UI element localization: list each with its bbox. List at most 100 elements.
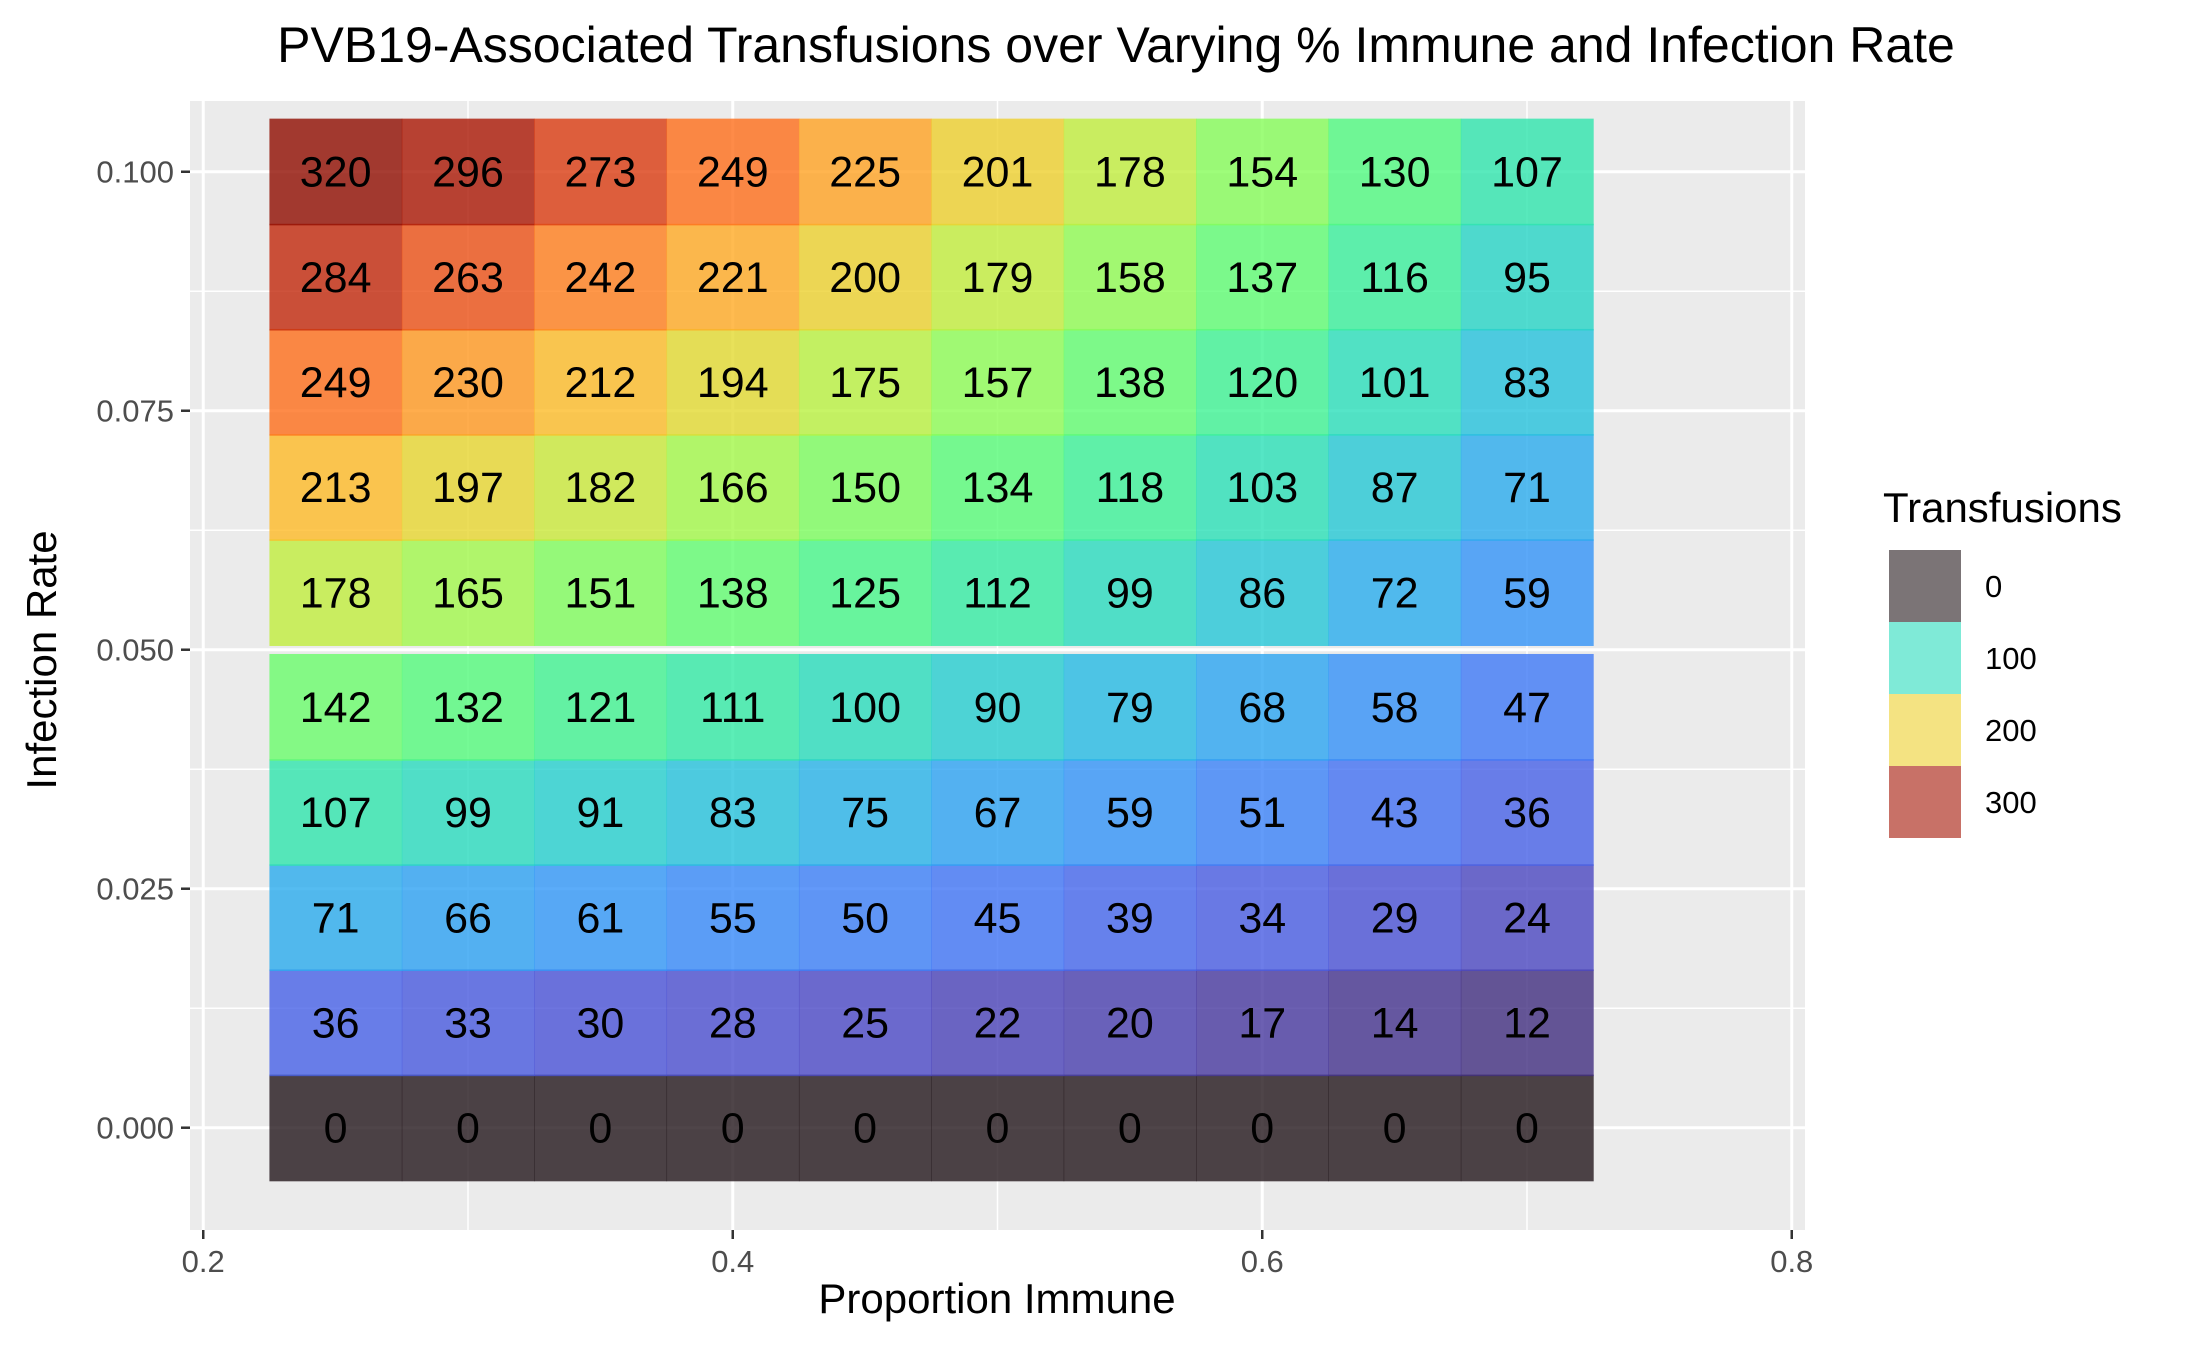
heatmap-cell	[931, 1074, 1065, 1182]
cell-value-label: 59	[1503, 569, 1551, 617]
cell-value-label: 118	[1096, 464, 1165, 512]
heatmap-cell	[1063, 539, 1197, 646]
cell-value-label: 213	[300, 464, 372, 512]
cell-value-label: 71	[1503, 464, 1551, 512]
cell-value-label: 34	[1238, 894, 1286, 942]
heatmap-cell	[1328, 653, 1462, 761]
cell-value-label: 150	[829, 464, 901, 512]
heatmap-cell	[1328, 1074, 1462, 1182]
heatmap-cell	[798, 1074, 932, 1182]
heatmap-cell	[401, 539, 535, 646]
heatmap-cell	[269, 969, 403, 1077]
cell-value-label: 43	[1371, 789, 1419, 837]
heatmap-cell	[401, 1074, 535, 1182]
heatmap-cell	[269, 328, 403, 436]
cell-value-label: 0	[1515, 1105, 1539, 1153]
heatmap-cell	[1460, 434, 1594, 541]
heatmap-cell	[534, 653, 668, 761]
heatmap-cell	[666, 969, 800, 1077]
heatmap-cell	[534, 539, 668, 646]
heatmap-cell	[931, 434, 1065, 541]
cell-value-label: 68	[1238, 684, 1286, 732]
heatmap-cell	[1328, 118, 1462, 226]
heatmap-cell	[666, 118, 800, 226]
heatmap-cell	[666, 223, 800, 331]
x-axis-title: Proportion Immune	[818, 1275, 1175, 1322]
heatmap-cell	[1196, 1074, 1329, 1182]
cell-value-label: 36	[1503, 789, 1551, 837]
cell-value-label: 30	[576, 1000, 624, 1048]
heatmap-cell	[1196, 969, 1329, 1077]
cell-value-label: 284	[300, 254, 372, 302]
heatmap-cell	[534, 223, 668, 331]
cell-value-label: 14	[1371, 1000, 1419, 1048]
cell-value-label: 165	[432, 569, 504, 617]
heatmap-cell	[1460, 328, 1594, 436]
cell-value-label: 83	[709, 789, 757, 837]
heatmap-cell	[1196, 539, 1329, 646]
cell-value-label: 151	[564, 569, 636, 617]
heatmap-cell	[931, 653, 1065, 761]
heatmap-cell	[666, 759, 800, 866]
heatmap-cell	[1460, 539, 1594, 646]
heatmap-cell	[1328, 223, 1462, 331]
cell-value-label: 99	[1106, 569, 1154, 617]
cell-value-label: 116	[1360, 254, 1429, 302]
cell-value-label: 166	[697, 464, 769, 512]
cell-value-label: 134	[962, 464, 1034, 512]
cell-value-label: 0	[986, 1105, 1010, 1153]
cell-value-label: 249	[697, 149, 769, 197]
cell-value-label: 75	[841, 789, 889, 837]
cell-value-label: 20	[1106, 1000, 1154, 1048]
heatmap-cell	[401, 118, 535, 226]
heatmap-cell	[1063, 118, 1197, 226]
heatmap-cell	[798, 118, 932, 226]
cell-value-label: 132	[432, 684, 504, 732]
legend-swatch	[1889, 694, 1961, 766]
legend-swatch	[1889, 766, 1961, 838]
cell-value-label: 103	[1226, 464, 1298, 512]
heatmap-cell	[798, 969, 932, 1077]
cell-value-label: 230	[432, 359, 504, 407]
legend-label: 300	[1985, 785, 2037, 820]
cell-value-label: 45	[974, 894, 1022, 942]
heatmap-cell	[666, 864, 800, 972]
cell-value-label: 61	[576, 894, 624, 942]
heatmap-cell	[666, 1074, 800, 1182]
y-axis-title: Infection Rate	[18, 530, 65, 789]
cell-value-label: 273	[564, 149, 636, 197]
heatmap-cell	[401, 223, 535, 331]
y-tick-label: 0.025	[96, 872, 174, 907]
cell-value-label: 154	[1226, 149, 1298, 197]
heatmap-cell	[534, 434, 668, 541]
heatmap-cell	[1460, 653, 1594, 761]
cell-value-label: 221	[697, 254, 769, 302]
cell-value-label: 100	[829, 684, 901, 732]
cell-value-label: 36	[312, 1000, 360, 1048]
y-axis: 0.000 0.025 0.050 0.075 0.100	[96, 155, 190, 1146]
cell-value-label: 0	[853, 1105, 877, 1153]
x-tick-label: 0.4	[711, 1244, 754, 1279]
cell-value-label: 58	[1371, 684, 1419, 732]
x-tick-label: 0.6	[1241, 1244, 1284, 1279]
heatmap-cell	[269, 653, 403, 761]
heatmap-cell	[1196, 864, 1329, 972]
heatmap-cell	[534, 328, 668, 436]
cell-value-label: 111	[700, 684, 765, 732]
heatmap-cell	[931, 118, 1065, 226]
cell-value-label: 120	[1226, 359, 1298, 407]
heatmap-cell	[1063, 864, 1197, 972]
cell-value-label: 0	[1250, 1105, 1274, 1153]
cell-value-label: 28	[709, 1000, 757, 1048]
heatmap-cell	[1063, 434, 1197, 541]
y-tick-label: 0.075	[96, 394, 174, 429]
heatmap-cell	[1063, 969, 1197, 1077]
heatmap-cell	[269, 539, 403, 646]
cell-value-label: 51	[1238, 789, 1286, 837]
heatmap-cell	[666, 653, 800, 761]
heatmap-cell	[931, 328, 1065, 436]
heatmap-cell	[269, 223, 403, 331]
cell-value-label: 138	[1094, 359, 1166, 407]
x-tick-label: 0.2	[182, 1244, 225, 1279]
x-axis: 0.2 0.4 0.6 0.8	[182, 1230, 1813, 1279]
